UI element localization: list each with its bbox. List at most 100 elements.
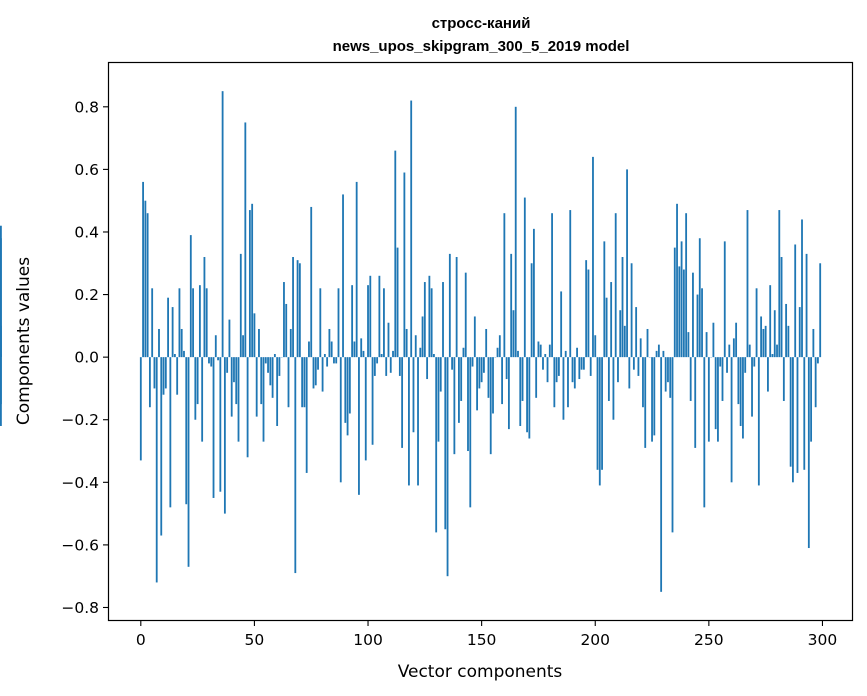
bar [557,357,560,376]
bar [810,357,813,442]
bar [576,347,578,358]
chart-title-line-1: стросс-каний [432,15,531,32]
bar [657,344,660,358]
bar [251,203,254,358]
bar [717,357,719,442]
bar [792,357,794,483]
bar [319,288,322,358]
bar [535,357,538,398]
bar [553,357,556,408]
y-tick-label: −0.6 [61,536,99,554]
bar [564,350,567,358]
bar [512,310,515,358]
bar [528,357,531,439]
bar [769,285,772,358]
bar [398,357,401,376]
bar [273,354,276,358]
bar [173,354,176,358]
bar [139,357,142,461]
bar [373,357,376,376]
bar [392,350,394,358]
bar [703,357,706,508]
bar [626,169,628,358]
bar [480,357,483,383]
bar [167,297,169,358]
bar [221,91,224,358]
bar [317,357,319,370]
bar [646,328,649,358]
bar [444,357,447,530]
bar [367,285,369,358]
plot-frame [107,61,854,622]
bar [485,328,488,358]
bar [578,357,581,380]
bar [401,357,404,448]
bar [523,197,526,358]
bar [451,357,454,370]
bar [667,357,669,383]
bar [414,335,417,358]
x-tick-label: 300 [808,631,838,649]
bar [705,332,708,358]
bar [719,357,722,367]
y-tick-label: 0.4 [74,223,99,241]
bar [389,357,392,373]
bar [437,357,440,442]
bar [148,357,151,408]
bar [612,357,615,420]
bar [587,269,590,358]
bar [351,285,354,358]
bar [458,357,460,423]
bar [589,357,592,376]
bar [187,357,190,567]
bar [776,344,778,358]
bar [210,357,213,367]
bar [507,357,510,430]
bar-series [0,91,822,592]
bar [169,357,172,508]
bar [208,357,210,364]
bar [348,357,351,414]
bar [171,307,174,358]
bar [723,241,726,358]
bar [551,213,553,358]
bar [287,357,290,408]
bar [201,357,204,442]
bar [732,338,735,358]
bar [198,285,201,358]
bar [514,106,517,358]
bar [573,357,576,389]
bar [160,357,163,536]
bar [542,357,544,370]
x-tick-label: 200 [580,631,610,649]
bar [428,275,431,358]
bar [278,357,281,376]
bar [473,316,476,358]
bar [358,357,360,495]
bar [687,332,690,358]
x-tick-label: 250 [694,631,724,649]
bar [694,357,697,448]
bar [448,253,451,358]
bar [246,357,249,458]
bar [344,357,347,423]
bar [698,238,701,358]
bar [651,357,653,442]
bar [796,357,799,473]
bar [153,357,156,389]
bar [196,357,199,405]
bar [369,275,372,358]
bar [614,213,617,358]
bar [305,357,308,473]
bar [571,357,574,383]
bar [805,253,808,358]
bar [314,357,317,386]
bar [353,341,356,358]
bar [812,328,815,358]
bar [803,357,806,470]
bar [205,288,208,358]
bar [746,210,749,358]
bar [548,344,551,358]
bar [219,357,222,492]
bar [430,288,433,358]
